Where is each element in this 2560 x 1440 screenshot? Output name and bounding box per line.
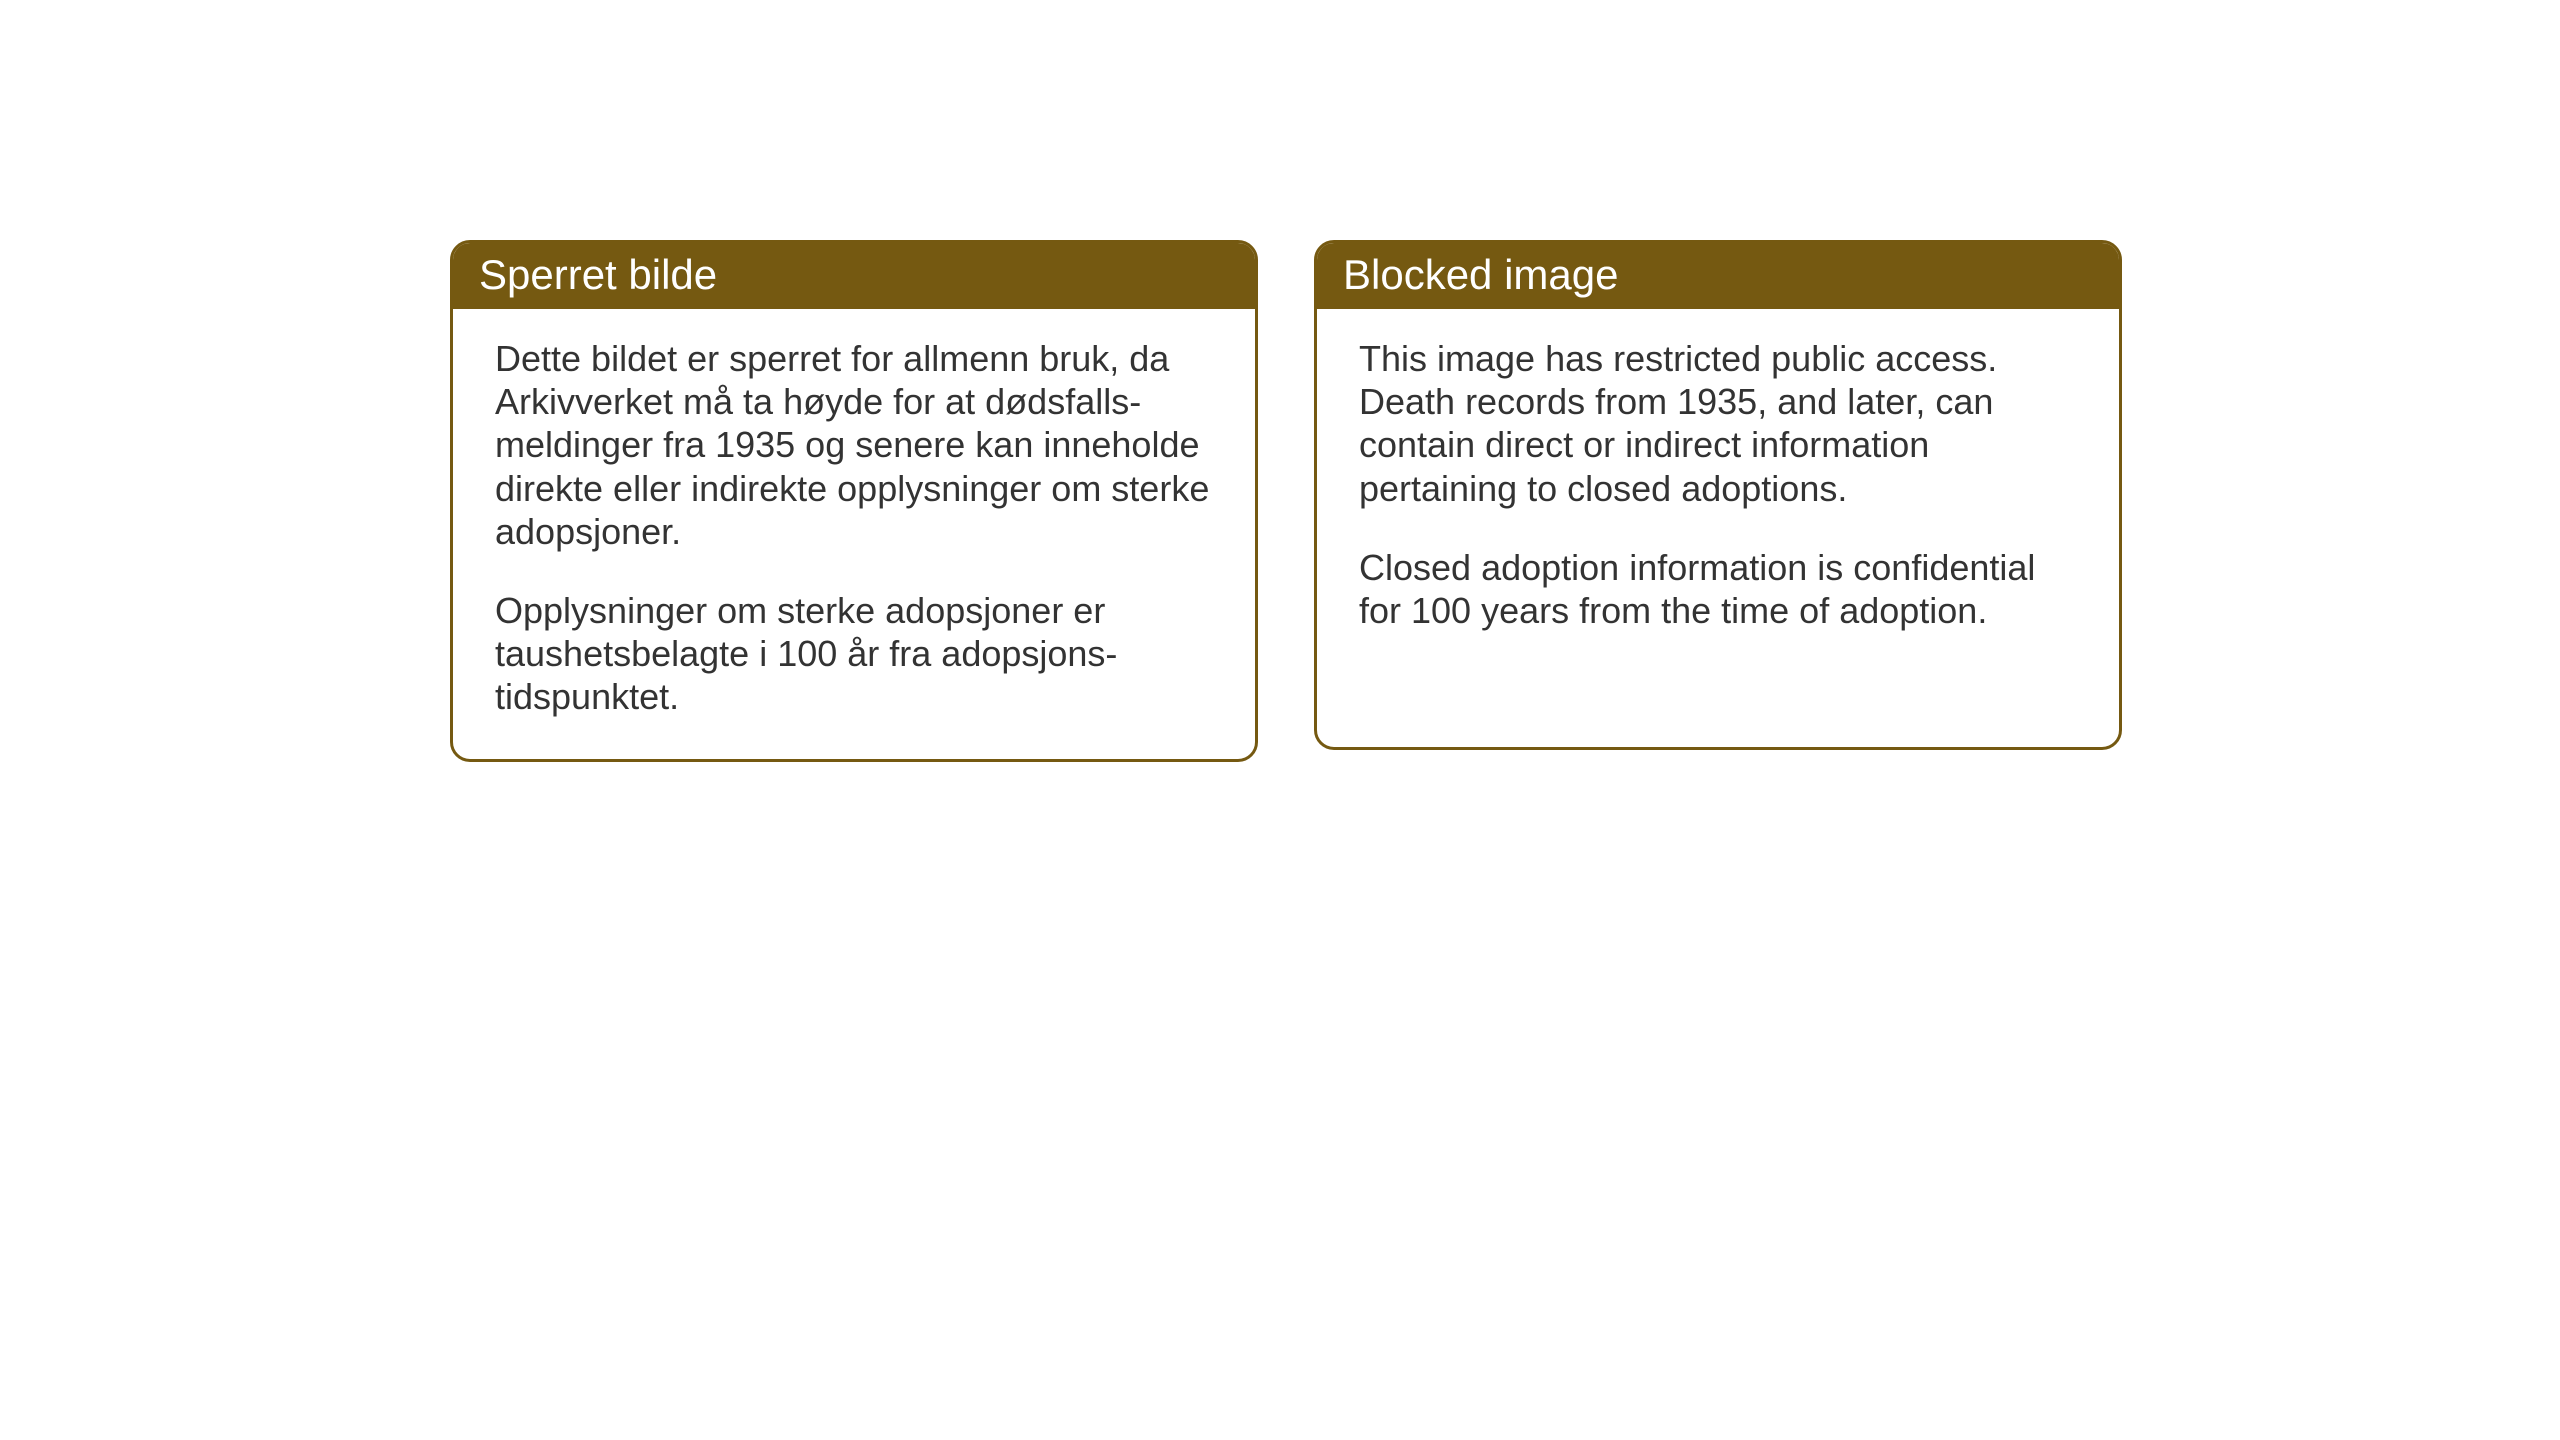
notice-title-english: Blocked image (1343, 251, 1618, 298)
notice-text-norwegian-1: Dette bildet er sperret for allmenn bruk… (495, 337, 1213, 553)
notice-body-norwegian: Dette bildet er sperret for allmenn bruk… (453, 309, 1255, 759)
notice-title-norwegian: Sperret bilde (479, 251, 717, 298)
notice-text-english-1: This image has restricted public access.… (1359, 337, 2077, 510)
notice-container: Sperret bilde Dette bildet er sperret fo… (450, 240, 2122, 762)
notice-card-english: Blocked image This image has restricted … (1314, 240, 2122, 750)
notice-body-english: This image has restricted public access.… (1317, 309, 2119, 672)
notice-text-norwegian-2: Opplysninger om sterke adopsjoner er tau… (495, 589, 1213, 719)
notice-text-english-2: Closed adoption information is confident… (1359, 546, 2077, 632)
notice-header-norwegian: Sperret bilde (453, 243, 1255, 309)
notice-card-norwegian: Sperret bilde Dette bildet er sperret fo… (450, 240, 1258, 762)
notice-header-english: Blocked image (1317, 243, 2119, 309)
